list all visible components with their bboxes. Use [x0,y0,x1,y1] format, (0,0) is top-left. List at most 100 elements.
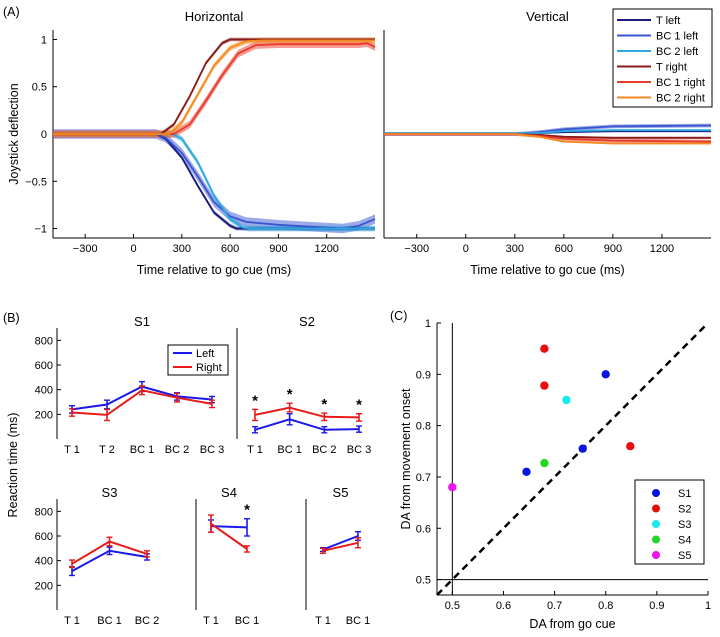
x-tick-label: T 1 [247,444,263,456]
series-line [210,522,248,550]
point-s2 [540,381,549,390]
series-line [71,549,148,572]
x-tick-label: 0.7 [547,600,562,612]
x-tick-label: BC 3 [347,444,371,456]
legend-box [167,344,229,376]
y-tick-label: 0.5 [32,82,47,94]
chart-title: S1 [134,314,150,329]
y-tick-label: −1 [34,224,47,236]
legend-entry: T right [656,62,687,74]
y-tick-label: 400 [35,556,53,568]
x-tick-label: 1200 [650,243,674,255]
chart-title: Vertical [526,9,569,24]
x-tick-label: BC 2 [165,444,189,456]
legend-entry: BC 2 left [656,46,698,58]
y-tick-label: 400 [35,385,53,397]
x-tick-label: BC 2 [312,444,336,456]
y-axis-label: Reaction time (ms) [6,413,20,518]
legend-entry: Left [196,348,214,360]
x-tick-label: 0 [463,243,469,255]
series-line [322,541,359,552]
legend-swatch [652,535,660,544]
panel-c: 0.5 0.6 0.7 0.8 0.9 1 0.5 0.6 0.7 0.8 0.9 1 DA from … [399,318,711,631]
y-tick-label: 0.8 [416,421,431,433]
significance-asterisk: * [252,392,258,409]
line-bc-2-right [53,39,375,135]
chart-title: Horizontal [185,9,244,24]
line-bc-2-right [384,133,711,145]
x-tick-label: 600 [555,243,573,255]
chart-title: S5 [333,485,349,500]
x-tick-label: 900 [269,243,287,255]
chart-A_vertical: −300 0 300 600 900 1200 Vertical Time relative … [383,8,713,277]
panel-label-a: (A) [3,5,20,19]
x-axis-label: DA from go cue [529,617,615,631]
significance-asterisk: * [244,502,250,519]
x-tick-label: T 1 [64,444,80,456]
legend-entry: S5 [678,550,691,562]
series-line [254,418,360,431]
chart-B_S3: 200 400 600 800 T 1 BC 1 BC 2 S3 [35,485,160,627]
point-s4 [540,458,549,468]
error-bars [69,536,150,569]
series-lines [53,38,376,230]
x-tick-label: BC 1 [97,615,121,627]
x-tick-label: 0.5 [445,600,460,612]
chart-title: S2 [299,314,315,329]
line-bc-1-right [53,42,376,135]
legend: T left BC 1 left BC 2 left T right BC 1 righ… [612,8,713,108]
band-t-left [53,132,375,231]
x-tick-label: BC 1 [130,444,154,456]
legend-swatch [652,551,660,559]
series-right [69,536,150,569]
x-tick-label: T 1 [203,615,219,627]
x-tick-label: −300 [404,243,429,255]
series-right [320,537,361,554]
x-tick-label: T 1 [64,615,80,627]
x-tick-label: 0 [130,243,136,255]
series-line [254,406,360,419]
legend: S1 S2 S3 S4 S5 [634,479,705,565]
legend-entry: S1 [678,488,691,500]
chart-B_S4: T 1 BC 1 S4 * [195,485,259,627]
significance-asterisk: * [356,397,362,414]
x-tick-label: BC 3 [200,444,224,456]
legend-swatch [652,489,660,497]
error-bars [208,514,250,553]
panel-label-c: (C) [390,309,407,323]
y-tick-label: 800 [35,506,53,518]
y-tick-label: 600 [35,360,53,372]
series-line [210,525,248,529]
x-tick-label: BC 1 [235,615,259,627]
x-tick-label: T 1 [315,615,331,627]
line-t-right [53,38,375,135]
chart-B_S5: T 1 BC 1 S5 [305,485,370,627]
significance-asterisk: * [321,396,327,413]
series-right [252,402,362,422]
x-axis-label: Time relative to go cue (ms) [137,263,291,277]
x-tick-label: 0.8 [598,600,613,612]
y-tick-label: 0 [41,129,47,141]
chart-B_S2: T 1 BC 1 BC 2 BC 3 S2 * * * * [236,314,371,456]
band-bc-1-left [53,129,375,234]
x-tick-label: BC 1 [277,444,301,456]
x-tick-label: 1 [705,600,711,612]
significance-asterisk: * [287,386,293,403]
point-s1 [522,467,531,476]
chart-title: S3 [102,485,118,500]
series-line [71,389,213,416]
x-tick-label: 0.6 [496,600,511,612]
y-tick-label: 0.6 [416,523,431,535]
x-tick-label: BC 2 [135,615,159,627]
y-tick-label: 200 [35,580,53,592]
panel-a: −300 0 300 600 900 1200 −1 −0.5 0 0.5 1 Joystick de… [7,8,713,277]
y-axis-label: DA from movement onset [399,388,413,530]
legend-box [634,479,705,565]
legend-entry: BC 1 left [656,31,698,43]
x-tick-label: 900 [604,243,622,255]
scatter-points [448,344,635,492]
series-right [208,514,250,553]
y-tick-label: 200 [35,409,53,421]
legend-entry: Right [196,362,222,374]
